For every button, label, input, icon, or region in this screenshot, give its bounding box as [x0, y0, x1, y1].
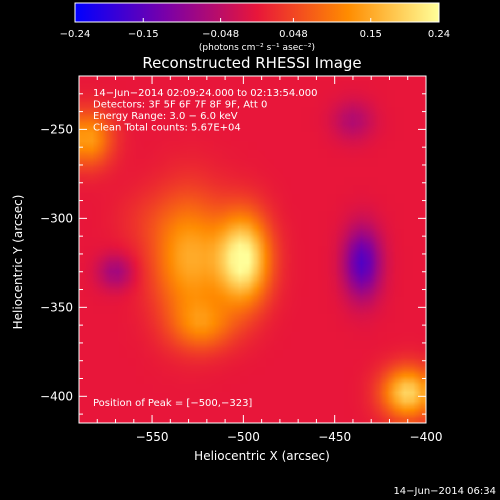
info-panel: 14−Jun−2014 02:09:24.000 to 02:13:54.000… [93, 88, 318, 134]
colorbar: −0.24 −0.15 −0.048 0.048 0.15 0.24 (photons c… [60, 2, 450, 53]
colorbar-tick-label: 0.24 [428, 29, 450, 40]
colorbar-tick-label: 0.15 [360, 29, 382, 40]
x-axis-label: Heliocentric X (arcsec) [194, 449, 330, 463]
info-line: 14−Jun−2014 02:09:24.000 to 02:13:54.000 [93, 88, 318, 99]
y-tick-label: −300 [40, 211, 73, 225]
colorbar-tick-label: −0.24 [60, 29, 91, 40]
info-line: Clean Total counts: 5.67E+04 [93, 123, 241, 134]
footer-date: 14−Jun−2014 06:34 [393, 486, 496, 497]
peak-position-label: Position of Peak = [−500,−323] [93, 398, 252, 409]
colorbar-gradient [74, 2, 440, 23]
x-tick-label: −500 [227, 430, 260, 444]
colorbar-tick-label: −0.048 [202, 29, 239, 40]
colorbar-unit-label: (photons cm⁻² s⁻¹ asec⁻²) [199, 43, 315, 53]
chart-title: Reconstructed RHESSI Image [142, 54, 361, 72]
plot-area: −550 −500 −450 −400 −250 −300 −350 −400 14−Jun−… [40, 75, 443, 444]
x-tick-label: −400 [410, 430, 443, 444]
y-tick-label: −250 [40, 122, 73, 136]
info-line: Energy Range: 3.0 − 6.0 keV [93, 111, 238, 122]
colorbar-tick-label: −0.15 [128, 29, 159, 40]
colorbar-tick-label: 0.048 [279, 29, 308, 40]
y-axis-label: Heliocentric Y (arcsec) [11, 195, 25, 330]
x-tick-label: −450 [318, 430, 351, 444]
plot-frame [78, 75, 427, 424]
y-tick-label: −400 [40, 389, 73, 403]
heatmap-image [79, 76, 426, 423]
y-tick-label: −350 [40, 300, 73, 314]
x-tick-label: −550 [136, 430, 169, 444]
info-line: Detectors: 3F 5F 6F 7F 8F 9F, Att 0 [93, 100, 267, 111]
